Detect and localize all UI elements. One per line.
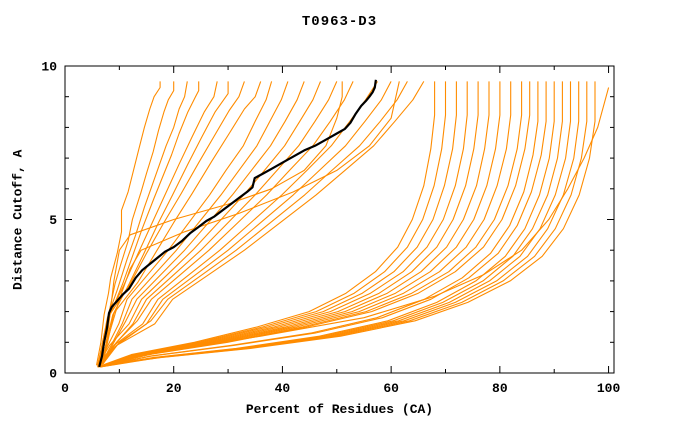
model-curve <box>102 81 343 364</box>
model-curve <box>102 81 596 366</box>
model-curve <box>97 81 436 368</box>
x-tick-label: 80 <box>492 381 508 396</box>
model-curve <box>100 81 479 368</box>
model-curve <box>97 81 273 366</box>
y-tick-label: 0 <box>49 367 57 382</box>
model-curve <box>98 81 245 366</box>
model-curve <box>95 81 161 366</box>
model-curve <box>97 81 425 366</box>
model-curve <box>99 81 400 366</box>
model-curve <box>97 81 378 366</box>
x-tick-label: 100 <box>597 381 621 396</box>
model-curve <box>102 81 457 366</box>
y-tick-label: 10 <box>41 60 57 75</box>
model-curve <box>99 81 289 366</box>
model-curve <box>102 81 490 366</box>
model-curve <box>102 81 305 365</box>
y-tick-label: 5 <box>49 213 57 228</box>
model-curve <box>102 87 610 366</box>
model-curve <box>100 81 447 368</box>
model-curve <box>97 81 580 368</box>
x-tick-label: 20 <box>166 381 182 396</box>
model-curve <box>102 81 547 366</box>
highlighted-model-curve <box>98 79 377 368</box>
model-curve <box>101 81 229 366</box>
model-curve <box>102 81 408 365</box>
chart-title: T0963-D3 <box>301 14 378 30</box>
model-curve <box>97 81 531 368</box>
x-tick-label: 0 <box>61 381 69 396</box>
model-curve <box>97 81 322 366</box>
model-curve <box>97 81 468 368</box>
model-curve <box>97 81 501 368</box>
model-curve <box>99 81 200 366</box>
x-tick-label: 40 <box>275 381 291 396</box>
model-curve <box>102 81 262 364</box>
model-curve <box>102 81 354 365</box>
model-curve <box>99 81 338 366</box>
x-axis-title: Percent of Residues (CA) <box>245 402 434 417</box>
x-tick-label: 60 <box>383 381 399 396</box>
